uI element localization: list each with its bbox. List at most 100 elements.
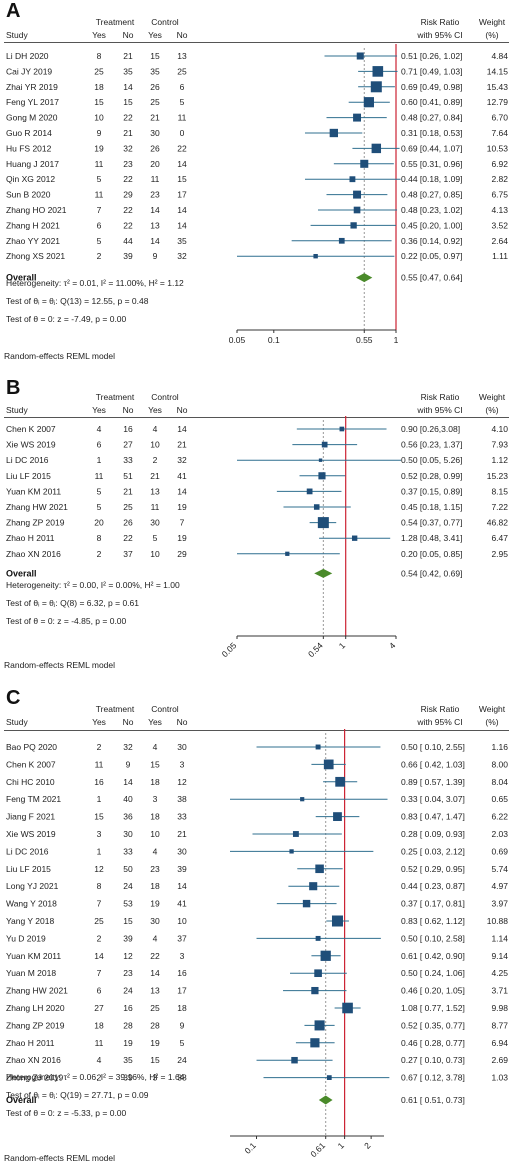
study-box [339,426,345,432]
study-weight: 0.65 [491,794,508,804]
treatment-no: 16 [123,424,133,434]
control-yes: 30 [150,518,160,528]
header-rule [4,417,509,418]
control-no: 3 [180,951,185,961]
treatment-no: 15 [123,97,133,107]
study-weight: 2.95 [491,549,508,559]
heterogeneity-b: Heterogeneity: τ² = 0.00, I² = 0.00%, H²… [6,580,180,590]
header-control-no: No [176,405,188,415]
treatment-yes: 5 [97,236,102,246]
treatment-yes: 27 [94,1003,104,1013]
risk-ratio-ci: 0.27 [ 0.10, 0.73] [401,1055,465,1065]
treatment-yes: 9 [97,128,102,138]
risk-ratio-ci: 0.83 [ 0.62, 1.12] [401,916,465,926]
header-study: Study [6,30,28,40]
study-name: Gong M 2020 [6,113,58,123]
overall-label: Overall [6,1095,37,1105]
x-tick-label: 0.05 [220,640,239,659]
control-no: 25 [177,66,187,76]
study-box [321,441,328,448]
header-study: Study [6,717,28,727]
control-yes: 11 [151,502,160,512]
treatment-no: 32 [123,742,133,752]
control-yes: 10 [150,549,160,559]
study-weight: 4.10 [491,424,508,434]
control-no: 33 [177,812,187,822]
study-box [323,759,334,770]
control-yes: 20 [150,159,160,169]
study-weight: 8.00 [491,759,508,769]
risk-ratio-ci: 0.31 [0.18, 0.53] [401,128,462,138]
study-box [315,744,321,750]
control-no: 39 [177,864,187,874]
header-treatment: Treatment [95,17,135,27]
study-name: Zhang LH 2020 [6,1003,65,1013]
control-yes: 4 [153,424,158,434]
control-yes: 18 [150,812,160,822]
study-weight: 6.47 [491,533,508,543]
overall-risk-ratio: 0.61 [ 0.51, 0.73] [401,1095,465,1105]
treatment-no: 24 [123,986,133,996]
overall-diamond [318,1095,333,1105]
treatment-no: 22 [123,174,133,184]
risk-ratio-ci: 0.50 [0.05, 5.26] [401,455,462,465]
header-treatment-no: No [122,30,134,40]
study-box [363,97,374,108]
risk-ratio-ci: 0.54 [0.37, 0.77] [401,518,462,528]
study-name: Zhang H 2021 [6,220,60,230]
study-weight: 9.14 [491,951,508,961]
control-yes: 18 [150,777,160,787]
treatment-no: 33 [123,455,133,465]
risk-ratio-ci: 0.48 [0.23, 1.02] [401,205,462,215]
x-tick-label: 0.54 [306,640,325,659]
treatment-no: 33 [123,846,133,856]
header-treatment: Treatment [95,704,135,714]
control-yes: 26 [150,143,160,153]
risk-ratio-ci: 0.51 [0.26, 1.02] [401,51,462,61]
treatment-no: 39 [123,933,133,943]
x-tick-label: 0.1 [242,1140,258,1156]
x-tick-label: 0.55 [356,335,373,345]
control-yes: 18 [150,881,160,891]
control-yes: 9 [153,251,158,261]
control-yes: 14 [150,968,160,978]
risk-ratio-ci: 0.90 [0.26,3.08] [401,424,460,434]
header-control-yes: Yes [148,30,162,40]
study-box [317,517,329,529]
study-box [335,776,346,787]
risk-ratio-ci: 0.22 [0.05, 0.97] [401,251,462,261]
control-yes: 23 [150,864,160,874]
panel-letter-b: B [6,377,21,399]
study-weight: 3.52 [491,220,508,230]
control-no: 14 [177,205,187,215]
treatment-no: 37 [123,549,133,559]
treatment-yes: 11 [95,1038,104,1048]
control-no: 10 [177,916,187,926]
study-box [306,488,313,495]
treatment-yes: 18 [94,1020,104,1030]
test-homogeneity-c: Test of θᵢ = θⱼ: Q(19) = 27.71, p = 0.09 [6,1090,149,1100]
treatment-yes: 6 [97,220,102,230]
x-tick-label: 4 [387,640,398,651]
control-no: 6 [180,82,185,92]
treatment-yes: 8 [97,533,102,543]
study-weight: 2.03 [491,829,508,839]
treatment-no: 24 [123,881,133,891]
control-yes: 30 [150,128,160,138]
study-box [318,472,326,480]
treatment-yes: 7 [97,899,102,909]
treatment-no: 35 [123,66,133,76]
control-yes: 35 [150,66,160,76]
control-yes: 23 [150,190,160,200]
control-yes: 30 [150,916,160,926]
overall-label: Overall [6,273,37,283]
study-box [310,1038,320,1048]
header-control-no: No [176,717,188,727]
treatment-no: 21 [123,128,133,138]
risk-ratio-ci: 0.37 [0.15, 0.89] [401,486,462,496]
treatment-yes: 2 [97,251,102,261]
control-no: 37 [177,933,187,943]
risk-ratio-ci: 0.50 [ 0.24, 1.06] [401,968,465,978]
control-no: 41 [177,899,187,909]
study-name: Liu LF 2015 [6,864,51,874]
